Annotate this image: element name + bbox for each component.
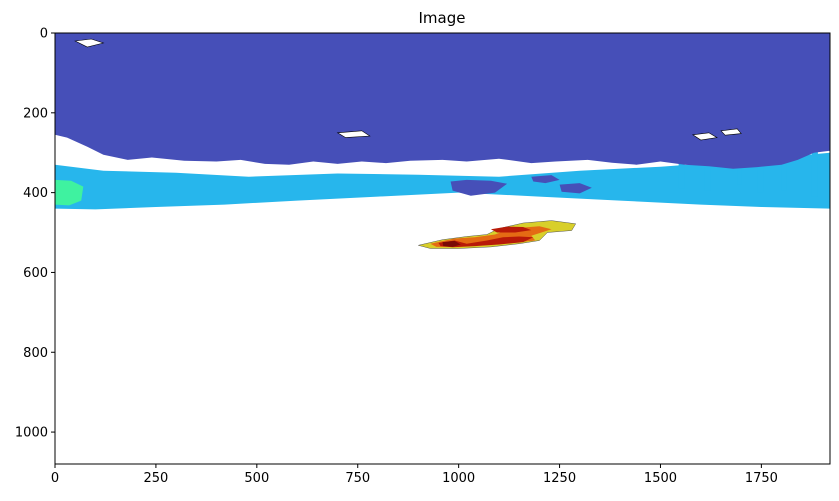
chart-title: Image (419, 9, 466, 27)
x-tick-label: 1750 (745, 471, 778, 486)
left-edge-region (55, 179, 84, 206)
hot-cluster-core (438, 236, 534, 248)
y-tick-label: 400 (23, 186, 48, 201)
middle-band-island (757, 154, 764, 193)
x-tick-label: 0 (51, 471, 59, 486)
plot-regions (55, 33, 830, 249)
middle-band-island (781, 152, 787, 191)
x-tick-label: 1000 (442, 471, 475, 486)
y-axis: 0 200 400 600 800 1000 (15, 27, 55, 441)
y-tick-label: 1000 (15, 426, 48, 441)
y-tick-label: 0 (40, 27, 48, 42)
background-hole (336, 130, 371, 138)
background-hole (74, 38, 105, 48)
x-axis: 0 250 500 750 1000 1250 1500 1750 (51, 464, 778, 486)
upper-band-region (55, 33, 830, 169)
hot-cluster-dark-core (442, 240, 461, 247)
x-tick-label: 1500 (644, 471, 677, 486)
x-tick-label: 750 (345, 471, 370, 486)
middle-band-island (704, 152, 711, 191)
image-plot (54, 32, 831, 465)
x-tick-label: 250 (143, 471, 168, 486)
hot-cluster-upper-core (490, 226, 532, 233)
upper-band-patch (450, 179, 508, 196)
plot-frame (54, 32, 831, 465)
upper-band-patch (531, 175, 560, 184)
x-tick-label: 1250 (543, 471, 576, 486)
background-hole (691, 132, 718, 141)
middle-band-island (678, 152, 685, 189)
y-tick-label: 600 (23, 266, 48, 281)
x-tick-label: 500 (244, 471, 269, 486)
y-tick-label: 800 (23, 346, 48, 361)
background-hole (720, 128, 742, 136)
upper-band-patch (559, 183, 592, 194)
middle-band-island (811, 150, 818, 197)
middle-band-region (55, 152, 830, 210)
y-tick-label: 200 (23, 106, 48, 121)
